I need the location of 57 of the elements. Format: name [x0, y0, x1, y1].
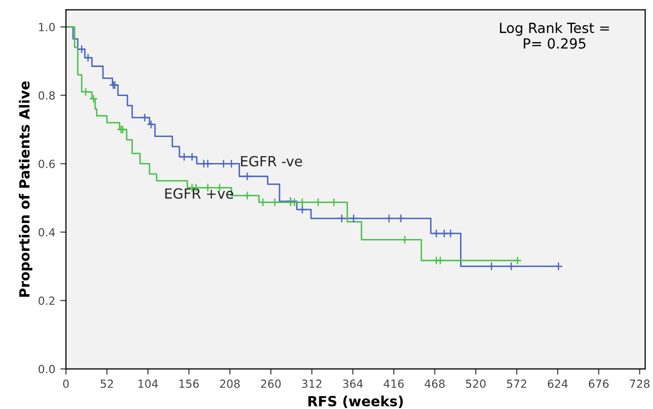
point [188, 152, 196, 162]
x-tick-label: 624 [548, 380, 568, 388]
y-axis-title: Proportion of Patients Alive [18, 81, 32, 297]
point [227, 159, 236, 168]
point [84, 53, 92, 62]
x-tick-label: 520 [466, 380, 486, 388]
point [384, 214, 394, 223]
point [396, 214, 406, 223]
y-tick-label: 1.0 [39, 22, 55, 32]
point [140, 113, 150, 122]
point [329, 198, 338, 207]
x-tick-label: 312 [302, 380, 322, 388]
point [81, 87, 90, 96]
annotation: Log Rank Test = P= 0.295 [500, 22, 609, 49]
point [513, 256, 522, 265]
x-tick-label: 0 [63, 380, 69, 388]
x-tick-label: 416 [384, 380, 404, 388]
point [440, 229, 449, 238]
x-tick-label: 156 [180, 380, 199, 388]
x-tick-label: 208 [220, 380, 240, 388]
point [298, 198, 307, 207]
point [270, 198, 280, 207]
series-label: EGFR +ve [165, 188, 234, 199]
point [242, 191, 252, 200]
y-tick-label: 0.2 [38, 296, 54, 305]
x-tick-label: 468 [424, 380, 445, 388]
point [180, 152, 189, 162]
x-tick-label: 104 [138, 380, 158, 388]
point [258, 198, 268, 207]
x-tick-label: 364 [343, 380, 363, 388]
x-tick-label: 572 [506, 380, 526, 388]
point [77, 44, 86, 54]
y-tick-label: 0.6 [38, 160, 55, 168]
x-axis-title: RFS (weeks) [308, 396, 403, 408]
point [290, 198, 299, 207]
point [89, 94, 98, 104]
point [242, 172, 252, 181]
series-label: EGFR -ve [241, 156, 302, 166]
x-tick-label: 676 [588, 380, 609, 388]
point [487, 262, 496, 271]
y-tick-label: 0.8 [38, 91, 55, 100]
y-tick-label: 0.4 [38, 228, 55, 236]
point [314, 198, 323, 207]
point [432, 229, 441, 238]
point [349, 214, 358, 223]
point [400, 235, 410, 244]
point [298, 205, 307, 214]
point [219, 159, 228, 168]
point [506, 262, 516, 271]
x-tick-label: 52 [100, 380, 113, 388]
point [337, 214, 346, 223]
x-tick-label: 728 [630, 380, 650, 388]
point [554, 262, 563, 271]
x-tick-label: 260 [261, 380, 281, 388]
y-tick-label: 0.0 [38, 364, 55, 374]
point [446, 229, 455, 238]
point [146, 120, 156, 129]
